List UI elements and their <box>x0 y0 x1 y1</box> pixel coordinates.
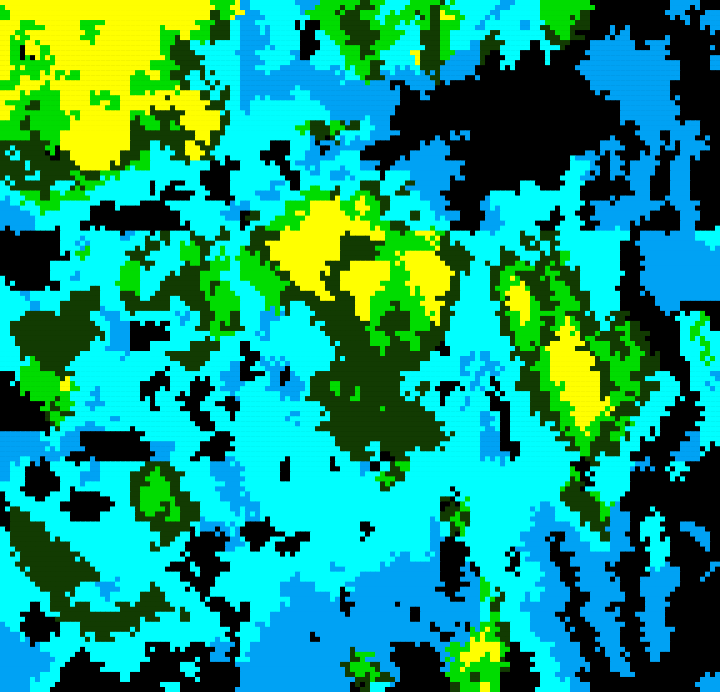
weather-raster-screenshot <box>0 0 720 692</box>
weather-raster-image <box>0 0 720 692</box>
